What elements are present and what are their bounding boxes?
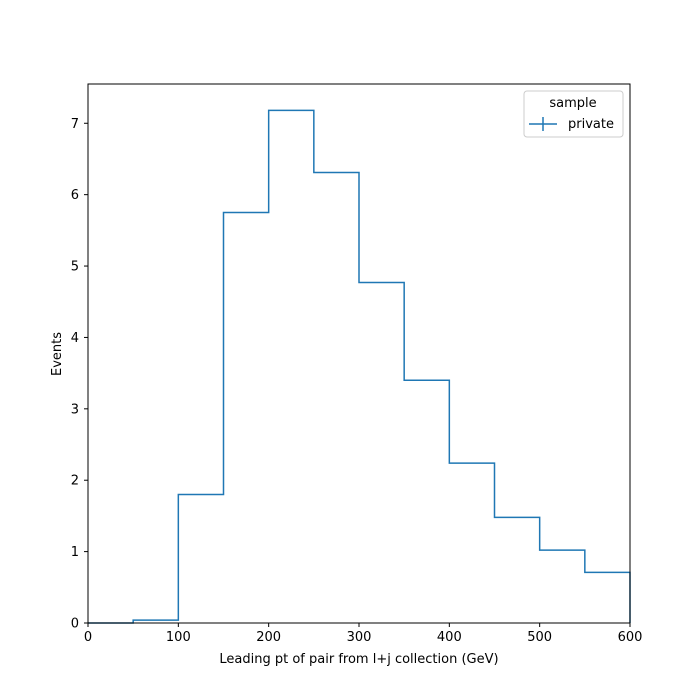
y-axis-label: Events (50, 332, 65, 376)
x-tick-label: 200 (256, 630, 281, 645)
x-tick-label: 600 (618, 630, 643, 645)
y-tick-label: 1 (71, 545, 79, 560)
y-tick-label: 6 (71, 188, 79, 203)
legend-frame (523, 90, 624, 138)
histogram-steps (88, 109, 631, 624)
y-tick-label: 0 (71, 617, 79, 632)
legend: sample private (523, 90, 624, 138)
x-tick-label: 0 (84, 630, 92, 645)
y-tick-label: 5 (71, 260, 79, 275)
x-axis-label: Leading pt of pair from l+j collection (… (219, 652, 498, 667)
x-tick-label: 300 (347, 630, 372, 645)
legend-title: sample (549, 96, 596, 111)
plot-area (88, 84, 630, 623)
x-tick-label: 400 (437, 630, 462, 645)
y-tick-label: 2 (71, 474, 79, 489)
x-axis-ticks: 0 100 200 300 400 500 600 (84, 623, 643, 645)
x-tick-label: 500 (527, 630, 552, 645)
x-tick-label: 100 (166, 630, 191, 645)
legend-entry-private: private (568, 117, 614, 132)
y-tick-label: 3 (71, 402, 79, 417)
series-step-line-0 (88, 109, 631, 624)
y-tick-label: 7 (71, 117, 79, 132)
y-axis-ticks: 0 1 2 3 4 5 6 7 (71, 117, 88, 632)
y-tick-label: 4 (71, 331, 79, 346)
